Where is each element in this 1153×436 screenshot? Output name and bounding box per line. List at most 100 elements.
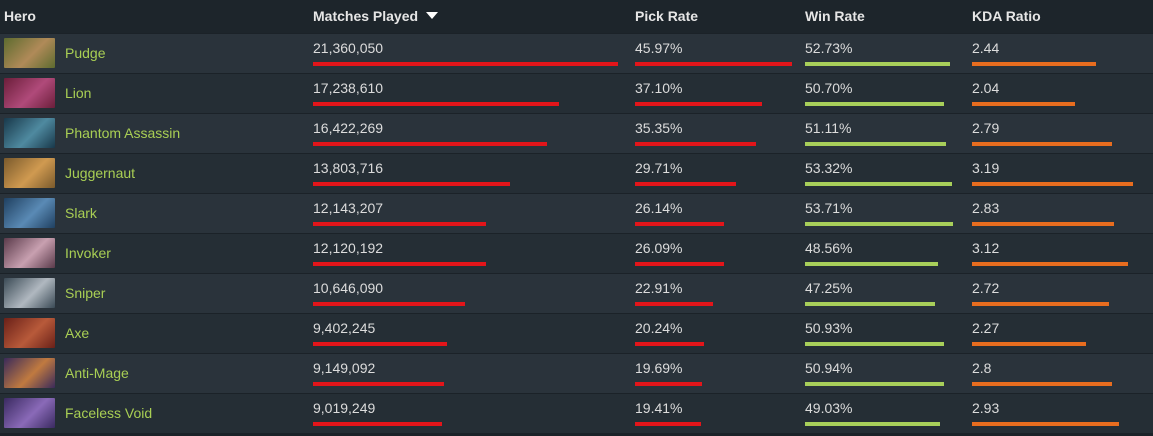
hero-portrait[interactable] [4,358,55,388]
win-rate-value: 51.11% [805,119,852,136]
hero-name-link[interactable]: Sniper [65,285,106,301]
hero-name-link[interactable]: Juggernaut [65,165,136,181]
header-win-rate[interactable]: Win Rate [805,8,865,25]
table-row[interactable]: Phantom Assassin 16,422,269 35.35% 51.11… [0,112,1153,153]
table-row[interactable]: Anti-Mage 9,149,092 19.69% 50.94% 2.8 [0,352,1153,393]
hero-portrait[interactable] [4,398,55,429]
hero-cell[interactable]: Invoker [0,232,313,273]
hero-name-link[interactable]: Faceless Void [65,405,153,422]
hero-portrait[interactable] [4,318,55,348]
hero-cell[interactable]: Anti-Mage [0,352,313,393]
table-row[interactable]: Slark 12,143,207 26.14% 53.71% 2.83 [0,192,1153,233]
pick-rate-bar [635,61,792,66]
table-row[interactable]: Faceless Void 9,019,249 19.41% 49.03% 2.… [0,392,1153,433]
pick-rate-value: 26.09% [635,239,683,256]
hero-portrait[interactable] [4,198,55,228]
matches-played-bar [313,61,618,66]
matches-played-bar [313,101,559,106]
hero-cell[interactable]: Axe [0,312,313,353]
hero-portrait[interactable] [4,158,55,188]
pick-rate-cell: 37.10% [635,72,805,113]
table-row[interactable]: Lion 17,238,610 37.10% 50.70% 2.04 [0,72,1153,113]
pick-rate-bar [635,421,701,426]
kda-ratio-bar [972,181,1133,186]
matches-played-bar [313,301,465,306]
kda-ratio-value: 2.27 [972,319,1000,336]
win-rate-value: 50.94% [805,359,853,376]
hero-name-link[interactable]: Invoker [65,245,111,261]
win-rate-cell: 50.94% [805,352,972,393]
win-rate-cell: 53.32% [805,152,972,193]
kda-ratio-value: 2.44 [972,39,1000,56]
hero-portrait[interactable] [4,118,55,148]
pick-rate-bar [635,141,756,146]
hero-name-link[interactable]: Slark [65,205,97,221]
matches-played-value: 16,422,269 [313,119,384,136]
hero-cell[interactable]: Sniper [0,272,313,313]
win-rate-bar [805,381,944,386]
matches-played-bar [313,261,486,266]
table-row[interactable]: Juggernaut 13,803,716 29.71% 53.32% 3.19 [0,152,1153,193]
matches-played-cell: 9,149,092 [313,352,635,393]
pick-rate-cell: 19.41% [635,392,805,433]
hero-name-link[interactable]: Axe [65,325,90,341]
hero-cell[interactable]: Phantom Assassin [0,112,313,153]
win-rate-bar [805,61,950,66]
win-rate-bar [805,421,940,426]
pick-rate-cell: 26.14% [635,192,805,233]
header-pick-rate[interactable]: Pick Rate [635,8,699,25]
table-row[interactable]: Pudge 21,360,050 45.97% 52.73% 2.44 [0,32,1153,73]
win-rate-cell: 50.70% [805,72,972,113]
table-row[interactable]: Axe 9,402,245 20.24% 50.93% 2.27 [0,312,1153,353]
matches-played-bar [313,421,442,426]
table-row[interactable]: Invoker 12,120,192 26.09% 48.56% 3.12 [0,232,1153,273]
hero-portrait[interactable] [4,38,55,68]
win-rate-value: 50.93% [805,319,853,336]
matches-played-value: 12,143,207 [313,199,384,216]
win-rate-bar [805,261,938,266]
kda-ratio-bar [972,61,1096,66]
matches-played-bar [313,341,447,346]
pick-rate-cell: 29.71% [635,152,805,193]
hero-portrait[interactable] [4,238,55,268]
hero-cell[interactable]: Juggernaut [0,152,313,193]
win-rate-bar [805,221,953,226]
hero-name-link[interactable]: Pudge [65,45,106,61]
hero-cell[interactable]: Lion [0,72,313,113]
hero-cell[interactable]: Slark [0,192,313,233]
header-kda-ratio[interactable]: KDA Ratio [972,8,1041,25]
win-rate-bar [805,341,944,346]
pick-rate-bar [635,261,724,266]
hero-cell[interactable]: Pudge [0,32,313,73]
win-rate-cell: 50.93% [805,312,972,353]
kda-ratio-value: 2.72 [972,279,1000,296]
pick-rate-cell: 22.91% [635,272,805,313]
table-header-row: Hero Matches Played Pick Rate Win Rate K… [0,0,1153,33]
matches-played-bar [313,221,486,226]
pick-rate-value: 45.97% [635,39,683,56]
matches-played-value: 9,149,092 [313,359,376,376]
pick-rate-cell: 35.35% [635,112,805,153]
win-rate-cell: 48.56% [805,232,972,273]
header-hero[interactable]: Hero [4,8,36,25]
header-matches-played[interactable]: Matches Played [313,0,635,33]
hero-name-link[interactable]: Phantom Assassin [65,125,181,141]
hero-portrait[interactable] [4,78,55,108]
matches-played-bar [313,181,510,186]
win-rate-cell: 52.73% [805,32,972,73]
pick-rate-cell: 45.97% [635,32,805,73]
pick-rate-value: 35.35% [635,119,683,136]
hero-name-link[interactable]: Lion [65,85,92,101]
hero-name-link[interactable]: Anti-Mage [65,365,129,381]
win-rate-cell: 51.11% [805,112,972,153]
matches-played-value: 13,803,716 [313,159,384,176]
table-row[interactable]: Sniper 10,646,090 22.91% 47.25% 2.72 [0,272,1153,313]
matches-played-value: 12,120,192 [313,239,384,256]
matches-played-bar [313,141,547,146]
hero-portrait[interactable] [4,278,55,308]
kda-ratio-cell: 2.44 [972,32,1153,73]
matches-played-cell: 10,646,090 [313,272,635,313]
pick-rate-bar [635,101,762,106]
hero-cell[interactable]: Faceless Void [0,392,313,433]
